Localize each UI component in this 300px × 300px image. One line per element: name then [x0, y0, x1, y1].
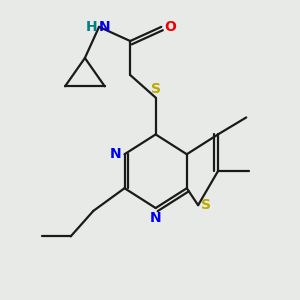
Text: H: H: [86, 20, 98, 34]
Text: N: N: [99, 20, 111, 34]
Text: O: O: [165, 20, 177, 34]
Text: S: S: [201, 198, 211, 212]
Text: S: S: [151, 82, 161, 96]
Text: N: N: [150, 211, 161, 225]
Text: N: N: [110, 147, 121, 161]
